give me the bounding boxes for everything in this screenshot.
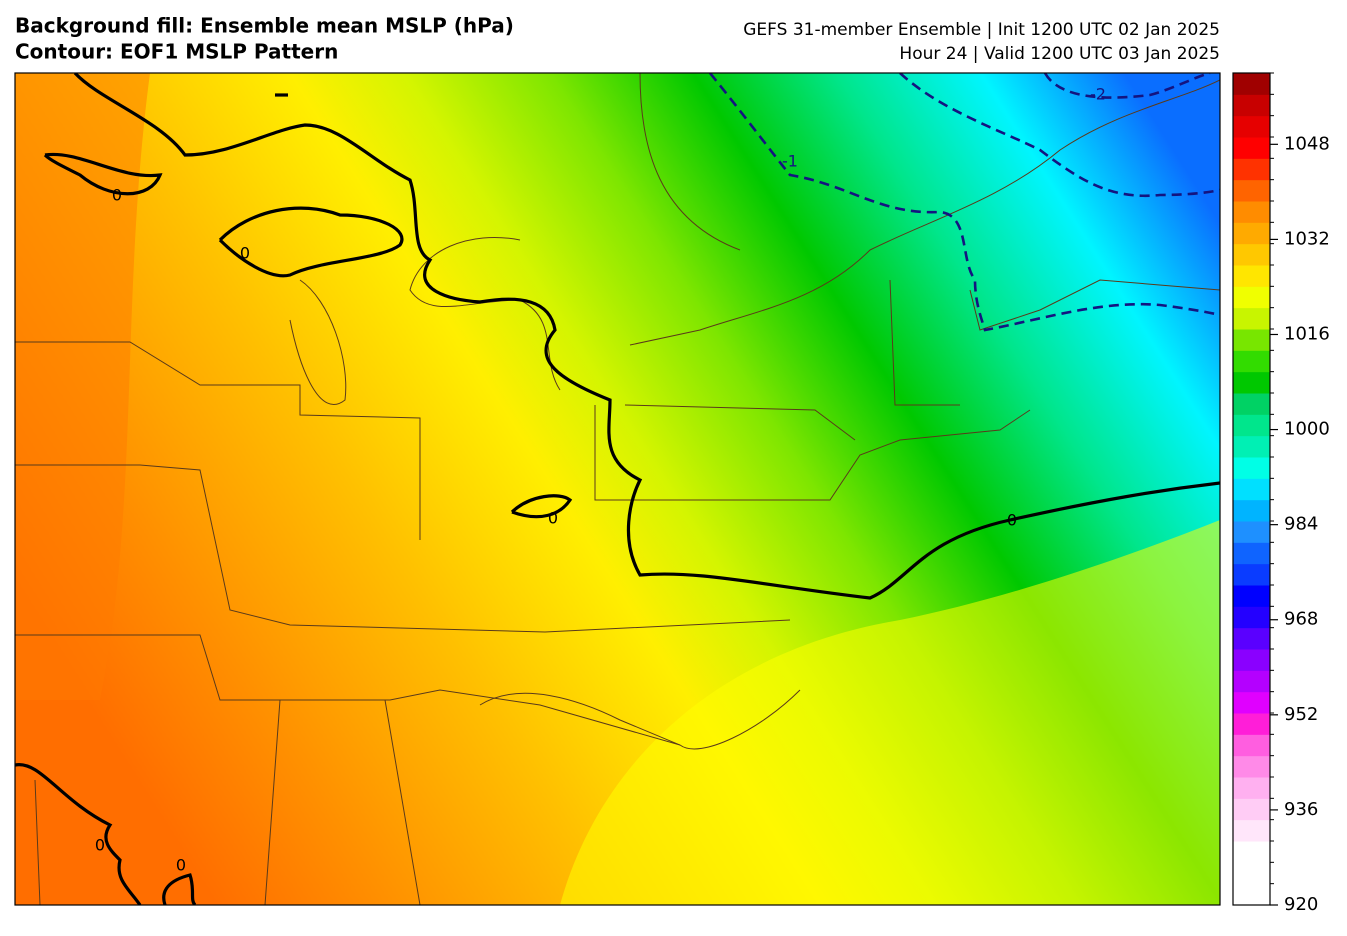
colorbar-swatch bbox=[1233, 115, 1270, 138]
contour-label: -1 bbox=[782, 152, 798, 171]
colorbar-swatch bbox=[1233, 713, 1270, 735]
header-right: GEFS 31-member Ensemble | Init 1200 UTC … bbox=[743, 20, 1220, 40]
colorbar-swatch bbox=[1233, 883, 1270, 906]
contour-label: 0 bbox=[112, 186, 122, 205]
header-left: Contour: EOF1 MSLP Pattern bbox=[15, 40, 338, 64]
colorbar-tick-label: 952 bbox=[1284, 704, 1318, 725]
colorbar-swatch bbox=[1233, 499, 1270, 522]
colorbar-swatch bbox=[1233, 542, 1270, 565]
contour-label: 0 bbox=[548, 509, 558, 528]
colorbar-swatch bbox=[1233, 265, 1270, 287]
colorbar-swatch bbox=[1233, 286, 1270, 309]
colorbar-tick-label: 1048 bbox=[1284, 133, 1330, 154]
colorbar-tick-label: 936 bbox=[1284, 799, 1318, 820]
colorbar-swatch bbox=[1233, 243, 1270, 266]
colorbar-swatch bbox=[1233, 819, 1270, 842]
colorbar-swatch bbox=[1233, 777, 1270, 799]
colorbar-swatch bbox=[1233, 350, 1270, 373]
colorbar-tick-label: 984 bbox=[1284, 514, 1318, 535]
contour-label: 0 bbox=[240, 244, 250, 263]
map bbox=[15, 73, 1220, 905]
colorbar-swatch bbox=[1233, 393, 1270, 415]
colorbar-swatch bbox=[1233, 201, 1270, 223]
colorbar-swatch bbox=[1233, 649, 1270, 671]
contour-label: -2 bbox=[1090, 85, 1106, 104]
colorbar-swatch bbox=[1233, 457, 1270, 479]
colorbar-frame bbox=[1232, 72, 1271, 906]
colorbar-tick-label: 1016 bbox=[1284, 323, 1330, 344]
colorbar-swatch bbox=[1233, 670, 1270, 693]
colorbar-swatch bbox=[1233, 179, 1270, 202]
colorbar-swatch bbox=[1233, 606, 1270, 629]
contour-label: 0 bbox=[176, 856, 186, 875]
colorbar-swatch bbox=[1233, 755, 1270, 778]
colorbar-swatch bbox=[1233, 222, 1270, 245]
colorbar-swatch bbox=[1233, 627, 1270, 650]
header-right: Hour 24 | Valid 1200 UTC 03 Jan 2025 bbox=[899, 44, 1220, 64]
colorbar-swatch bbox=[1233, 585, 1270, 607]
colorbar-swatch bbox=[1233, 329, 1270, 351]
colorbar-swatch bbox=[1233, 414, 1270, 437]
colorbar-swatch bbox=[1233, 841, 1270, 863]
colorbar-swatch bbox=[1233, 371, 1270, 394]
header-left: Background fill: Ensemble mean MSLP (hPa… bbox=[15, 14, 514, 38]
colorbar-swatch bbox=[1233, 94, 1270, 117]
colorbar-swatch bbox=[1233, 435, 1270, 458]
pressure-fill bbox=[560, 520, 1220, 905]
map-frame bbox=[14, 72, 1221, 906]
colorbar-swatch bbox=[1233, 563, 1270, 586]
colorbar-swatch bbox=[1233, 798, 1270, 821]
contour-label: 0 bbox=[95, 836, 105, 855]
contour-label: 0 bbox=[1007, 511, 1017, 530]
borders bbox=[15, 73, 1220, 905]
colorbar-swatch bbox=[1233, 691, 1270, 714]
eof-contour bbox=[15, 73, 1220, 905]
colorbar-tick-label: 968 bbox=[1284, 609, 1318, 630]
pressure-fill bbox=[15, 73, 150, 700]
colorbar-swatch bbox=[1233, 478, 1270, 501]
contour-labels: 0 0 0 0 0 0 -1 -2 bbox=[95, 85, 1106, 875]
colorbar-swatch bbox=[1233, 521, 1270, 543]
colorbar-swatch bbox=[1233, 862, 1270, 885]
colorbar-swatch bbox=[1233, 158, 1270, 181]
colorbar-swatch bbox=[1233, 137, 1270, 159]
colorbar-tick-label: 920 bbox=[1284, 894, 1318, 915]
colorbar-swatch bbox=[1233, 307, 1270, 330]
colorbar-swatch bbox=[1233, 73, 1270, 95]
colorbar-tick-label: 1000 bbox=[1284, 419, 1330, 440]
colorbar: 920 936 952 968 984 1000 1016 1032 1048 bbox=[1232, 72, 1330, 915]
colorbar-swatch bbox=[1233, 734, 1270, 757]
colorbar-tick-label: 1032 bbox=[1284, 228, 1330, 249]
eof-contour-negative bbox=[708, 73, 1220, 332]
